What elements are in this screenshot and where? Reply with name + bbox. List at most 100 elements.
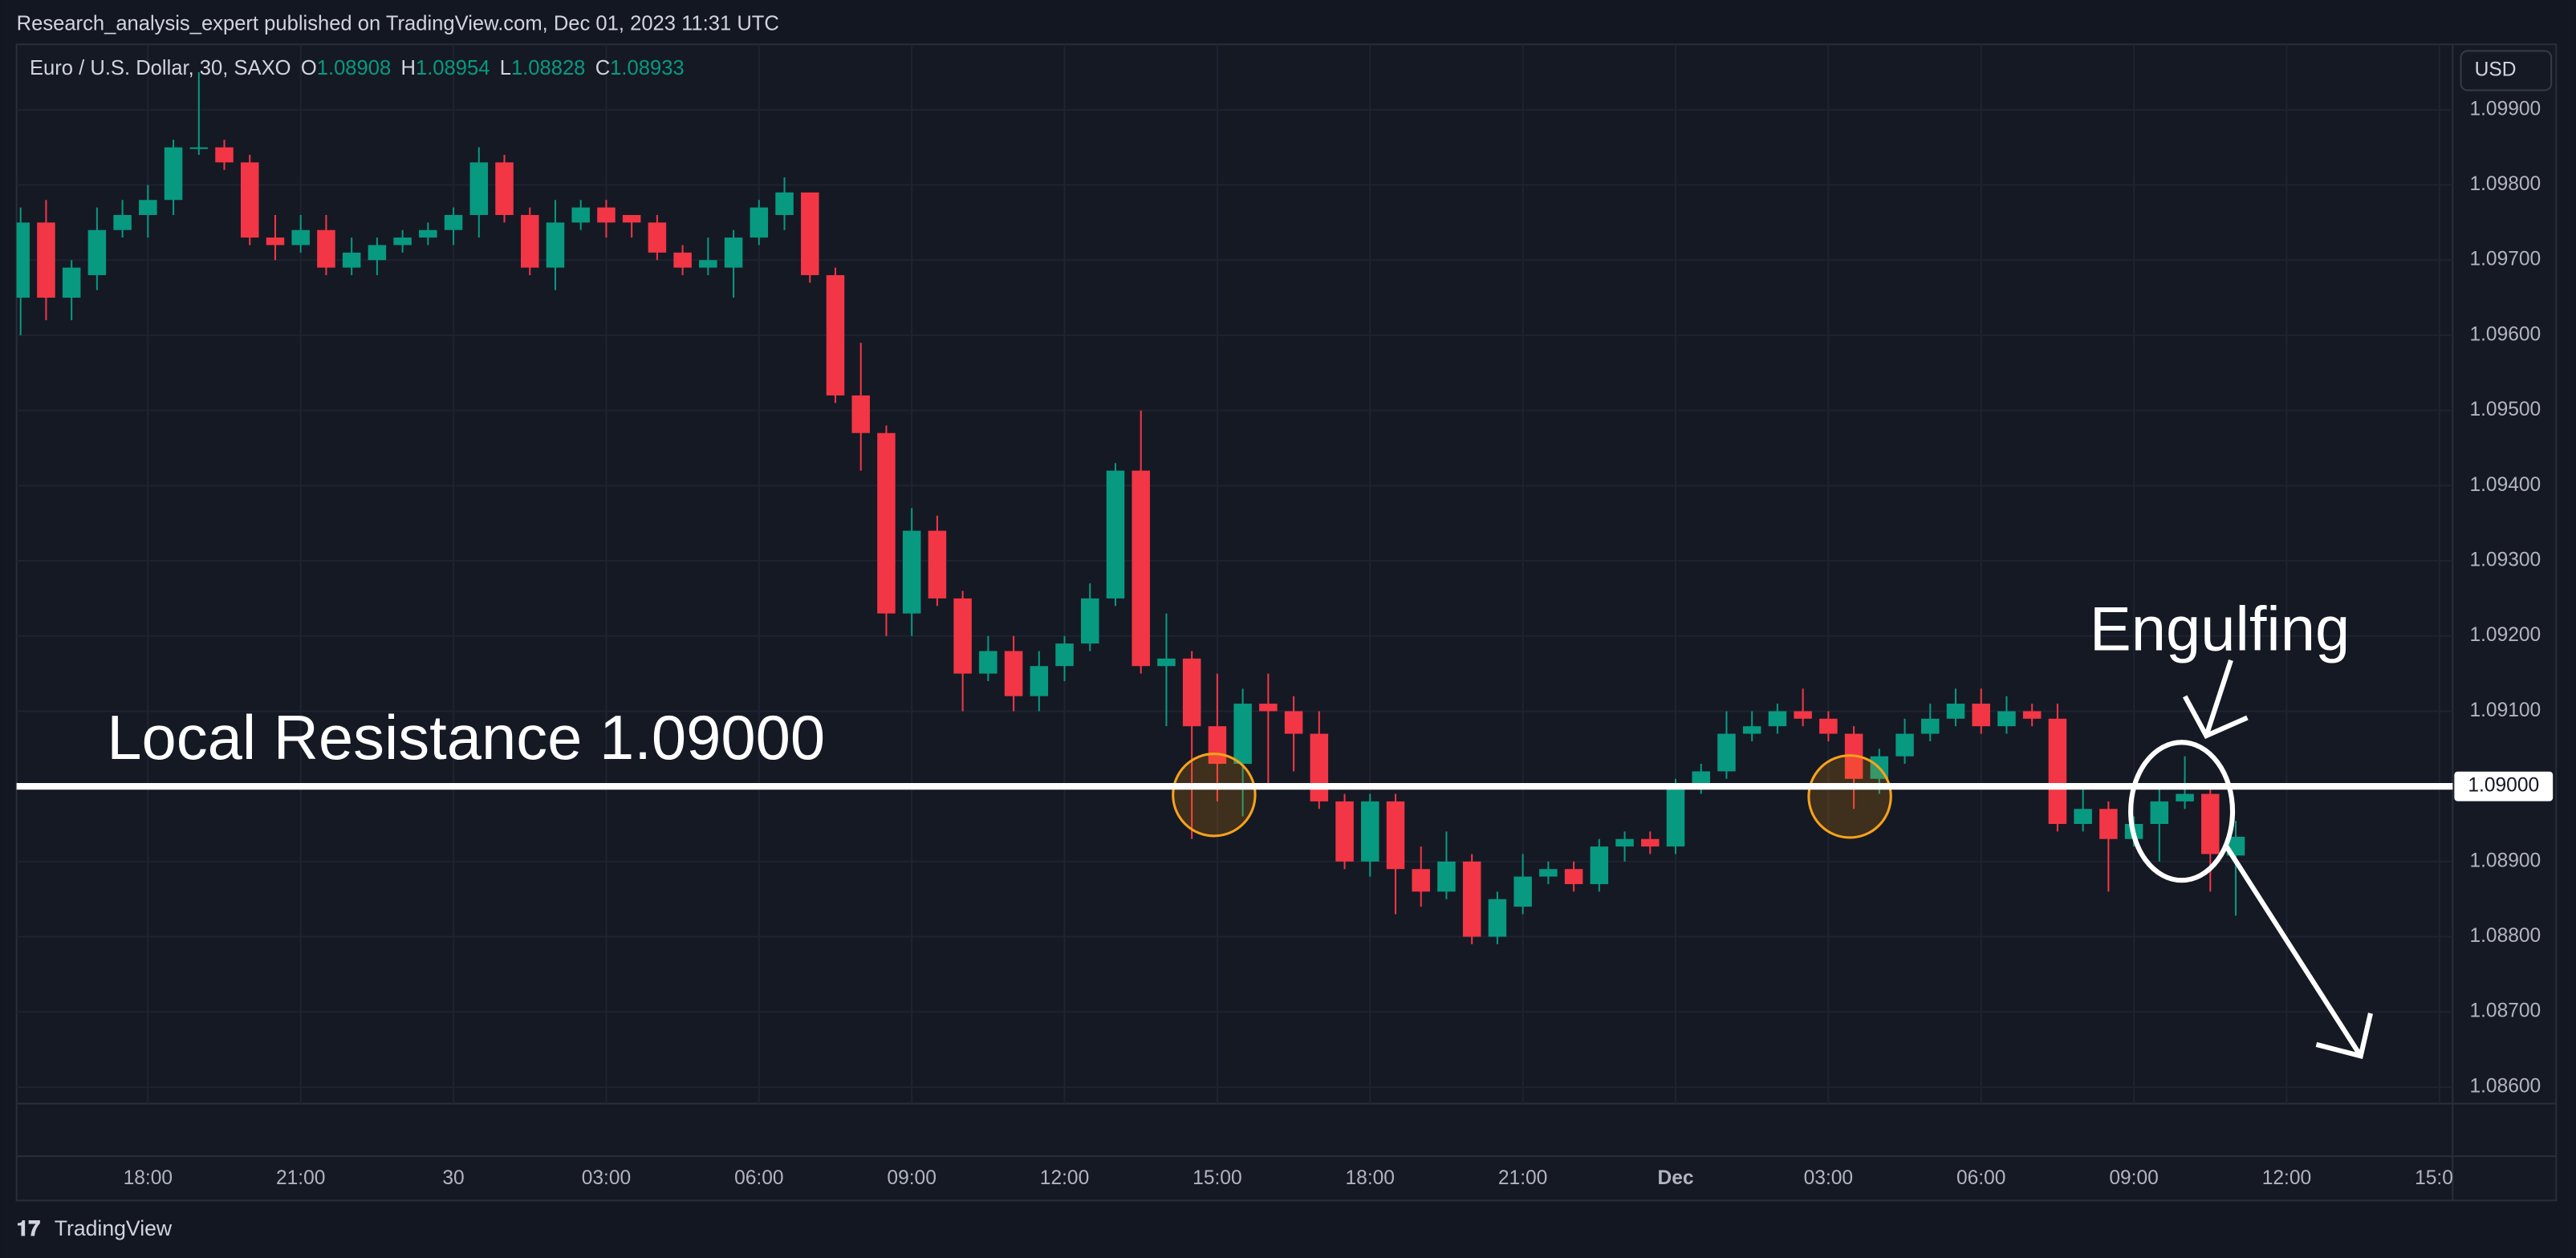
candle-body — [139, 200, 157, 215]
candle-body — [1717, 733, 1736, 772]
candle-body — [1004, 651, 1023, 696]
candle-body — [622, 214, 641, 223]
candle-body — [1946, 704, 1965, 719]
candle-body — [16, 222, 30, 298]
currency-label[interactable]: USD — [2475, 59, 2517, 81]
y-tick-label: 1.09900 — [2469, 98, 2541, 120]
candle-body — [1590, 846, 1609, 884]
candle-body — [2201, 793, 2220, 854]
symbol: Euro / U.S. Dollar, 30, SAXO — [30, 57, 291, 79]
candle-body — [215, 147, 234, 163]
candle-body — [1259, 704, 1278, 712]
candle-body — [597, 207, 616, 223]
x-tick-label: 09:00 — [887, 1167, 936, 1189]
candle-body — [1412, 869, 1430, 892]
candle-body — [1641, 838, 1660, 847]
candles — [16, 71, 2245, 944]
candle-body — [902, 530, 921, 614]
candle-body — [1666, 786, 1685, 847]
publisher-line: Research_analysis_expert published on Tr… — [17, 12, 779, 34]
highlight-circle — [1172, 753, 1257, 838]
candle-body — [87, 229, 107, 275]
candle-body — [1310, 733, 1329, 801]
candle-body — [800, 192, 819, 275]
candle-body — [1488, 899, 1507, 937]
candle-body — [1386, 801, 1405, 870]
candle-body — [113, 214, 132, 230]
y-tick-label: 1.08700 — [2469, 1000, 2541, 1022]
candle-body — [648, 222, 667, 253]
currency-button[interactable] — [2460, 50, 2553, 91]
engulfing-annotation: Engulfing — [2090, 595, 2350, 664]
candle-body — [520, 214, 539, 268]
ohlc-value: 1.08954 — [416, 57, 490, 79]
candle-body — [953, 598, 972, 674]
candle-body — [2048, 718, 2067, 824]
y-tick-label: 1.09800 — [2469, 173, 2541, 195]
candle-body — [2150, 801, 2169, 824]
candle-body — [877, 432, 896, 614]
candle-body — [1742, 726, 1761, 734]
brand: TradingView — [55, 1216, 173, 1240]
ohlc-key: C — [595, 57, 610, 79]
y-tick-label: 1.09600 — [2469, 323, 2541, 345]
candle-body — [1972, 704, 1990, 727]
resistance-annotation: Local Resistance 1.09000 — [107, 704, 825, 773]
x-tick-label: 12:00 — [1040, 1167, 1089, 1189]
candle-body — [342, 252, 361, 268]
y-tick-label: 1.09200 — [2469, 624, 2541, 646]
x-tick-label: 18:00 — [124, 1167, 173, 1189]
candle-body — [750, 207, 769, 238]
candle-body — [1335, 801, 1354, 862]
candle-body — [1182, 658, 1201, 727]
candle-body — [1132, 470, 1150, 667]
candle-body — [1462, 861, 1481, 937]
drawings — [1172, 659, 2373, 1059]
candle-body — [1081, 598, 1099, 644]
time-axis: 18:00 21:00 30 03:00 06:00 09:00 12:00 15:00 18:… — [124, 1167, 2464, 1189]
candle-body — [1514, 876, 1532, 907]
x-tick-label: Dec — [1657, 1167, 1693, 1189]
down-arrow — [2224, 844, 2373, 1059]
candle-body — [1361, 801, 1379, 862]
candle-body — [1437, 861, 1456, 892]
candle-body — [240, 162, 259, 238]
candle-body — [571, 207, 590, 223]
candle-body — [495, 162, 514, 215]
candle-body — [393, 237, 412, 246]
x-tick-label: 15:00 — [1193, 1167, 1241, 1189]
ohlc-key: O — [301, 57, 317, 79]
candle-body — [2022, 711, 2042, 719]
y-tick-label: 1.08800 — [2469, 925, 2541, 947]
candle-body — [1921, 718, 1940, 734]
candle-body — [775, 192, 794, 215]
x-tick-label: 06:00 — [734, 1167, 783, 1189]
x-tick-label: 21:00 — [276, 1167, 325, 1189]
x-tick-label: 18:00 — [1346, 1167, 1395, 1189]
price-label: 1.09000 — [2468, 775, 2539, 797]
candle-body — [444, 214, 463, 230]
x-tick-label: 03:00 — [582, 1167, 631, 1189]
candle-body — [1794, 711, 1812, 719]
x-tick-label: 15:00 — [2415, 1167, 2464, 1189]
x-tick-label: 30 — [442, 1167, 464, 1189]
candle-body — [368, 245, 387, 261]
grid — [16, 44, 2453, 1104]
candle-body — [2176, 793, 2194, 801]
candle-body — [266, 237, 285, 246]
price-label-box — [2454, 771, 2554, 801]
y-tick-label: 1.08900 — [2469, 850, 2541, 871]
candle-body — [1615, 838, 1634, 847]
y-tick-label: 1.08600 — [2469, 1075, 2541, 1097]
ohlc-key: H — [400, 57, 415, 79]
engulfing-arrow — [2182, 659, 2249, 740]
y-tick-label: 1.09500 — [2469, 399, 2541, 420]
chart-panel — [15, 43, 2558, 1202]
candle-body — [1106, 470, 1125, 599]
y-tick-label: 1.09700 — [2469, 249, 2541, 270]
x-tick-label: 03:00 — [1804, 1167, 1853, 1189]
candle-body — [1819, 718, 1838, 734]
y-tick-label: 1.09300 — [2469, 550, 2541, 571]
